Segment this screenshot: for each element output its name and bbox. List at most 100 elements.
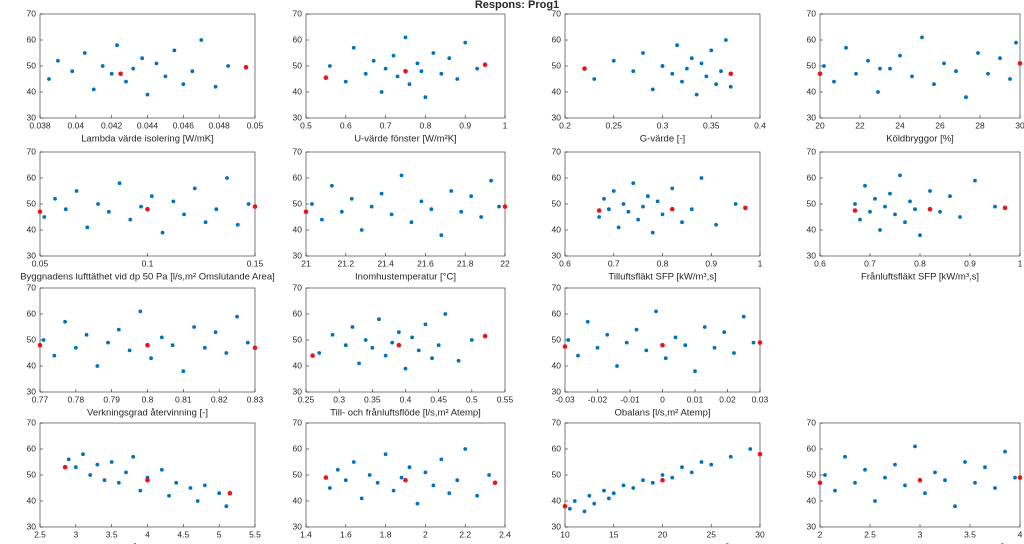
scatter-point [492,480,498,486]
x-axis-label: Obalans [l/s,m² Atemp] [614,408,710,419]
scatter-point [757,340,763,345]
scatter-point [898,173,902,178]
scatter-point [670,186,675,191]
scatter-point [47,77,51,81]
scatter-point [585,319,590,324]
scatter-point [853,202,857,206]
scatter-point [181,369,186,374]
scatter-point [873,499,877,503]
scatter-point [226,64,231,68]
x-tick-label: 0.04 [68,120,85,130]
scatter-point [383,66,388,71]
y-tick-label: 40 [27,224,37,234]
y-tick-label: 40 [552,360,562,370]
figure-title: Respons: Prog1 [475,0,559,11]
x-tick-label: 0.6 [340,120,352,130]
y-tick-label: 60 [27,34,37,44]
y-tick-label: 30 [552,521,562,531]
scatter-point [383,353,388,358]
x-tick-label: 2.5 [864,529,876,539]
y-tick-label: 60 [293,34,303,44]
x-tick-label: 0.79 [103,394,120,404]
y-tick-label: 40 [552,495,562,505]
x-tick-label: 2.5 [34,529,46,539]
scatter-point [431,483,436,488]
scatter-point [459,209,464,214]
scatter-point [923,491,927,496]
x-tick-label: 0.05 [32,258,49,268]
scatter-point [399,475,404,480]
scatter-point [74,189,79,193]
scatter-point [669,206,675,212]
x-tick-label: 4 [1018,529,1023,539]
scatter-point [456,358,461,363]
x-tick-label: 5.5 [249,529,261,539]
x-tick-label: 0.3 [657,120,669,130]
scatter-point [983,465,987,470]
scatter-point [873,196,877,201]
scatter-point [611,58,616,63]
scatter-point [127,348,132,353]
y-tick-label: 30 [27,386,37,396]
scatter-point [998,56,1002,61]
axes-frame [819,422,1021,528]
scatter-point [225,176,229,180]
scatter-point [913,207,917,212]
scatter-point [403,35,408,40]
y-tick-label: 30 [807,112,817,122]
scatter-point [395,74,400,79]
scatter-point [190,69,195,74]
x-tick-label: 30 [1015,120,1024,130]
y-tick-label: 70 [27,417,37,427]
y-tick-label: 60 [27,443,37,453]
scatter-point [106,209,111,214]
scatter-point [431,51,436,55]
x-tick-label: 15 [609,529,619,539]
scatter-point [728,454,733,459]
scatter-point [1014,40,1018,45]
x-tick-label: 1.4 [300,529,312,539]
x-axis-label: Frånluftsfläkt SFP [kW/m³,s] [861,272,979,283]
scatter-point [415,61,420,66]
scatter-point [109,460,114,464]
scatter-point [252,204,258,209]
scatter-point [572,499,577,503]
x-tick-label: 4 [145,529,150,539]
scatter-point [396,330,401,335]
scatter-point [1002,205,1008,211]
scatter-point [920,35,924,40]
scatter-point [310,353,315,358]
scatter-point [115,43,119,48]
scatter-point [252,345,258,351]
scatter-point [203,220,208,225]
scatter-point [140,56,145,61]
x-axis-label: Personvärme [W/m²] [362,543,449,544]
scatter-point [641,51,645,55]
scatter-point [624,340,629,345]
y-tick-label: 30 [27,250,37,260]
scatter-point [719,69,723,74]
scatter-point [455,77,460,81]
scatter-point [377,317,381,322]
scatter-point [636,217,641,222]
scatter-point [351,460,356,464]
scatter-point [84,332,89,337]
scatter-point [606,207,611,212]
scatter-point [843,454,847,459]
scatter-point [631,181,636,186]
x-axis-label: Köldbryggor [%] [886,134,954,145]
x-tick-label: 0.6 [559,258,571,268]
y-tick-label: 70 [552,8,562,18]
y-tick-label: 70 [293,417,303,427]
scatter-point [868,209,872,214]
scatter-point [702,325,707,329]
scatter-point [645,194,650,199]
scatter-point [235,222,240,227]
x-tick-label: 0.048 [209,120,231,130]
x-tick-label: 1 [1018,258,1023,268]
y-tick-label: 60 [807,172,817,182]
scatter-point [159,467,164,472]
scatter-point [876,90,880,94]
axes-frame [39,422,256,528]
